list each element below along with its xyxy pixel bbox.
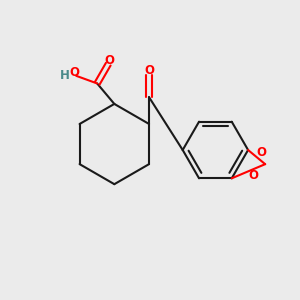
- Text: O: O: [70, 66, 80, 79]
- Text: O: O: [105, 54, 115, 67]
- Text: H: H: [60, 69, 70, 82]
- Text: O: O: [256, 146, 266, 159]
- Text: O: O: [248, 169, 258, 182]
- Text: O: O: [144, 64, 154, 77]
